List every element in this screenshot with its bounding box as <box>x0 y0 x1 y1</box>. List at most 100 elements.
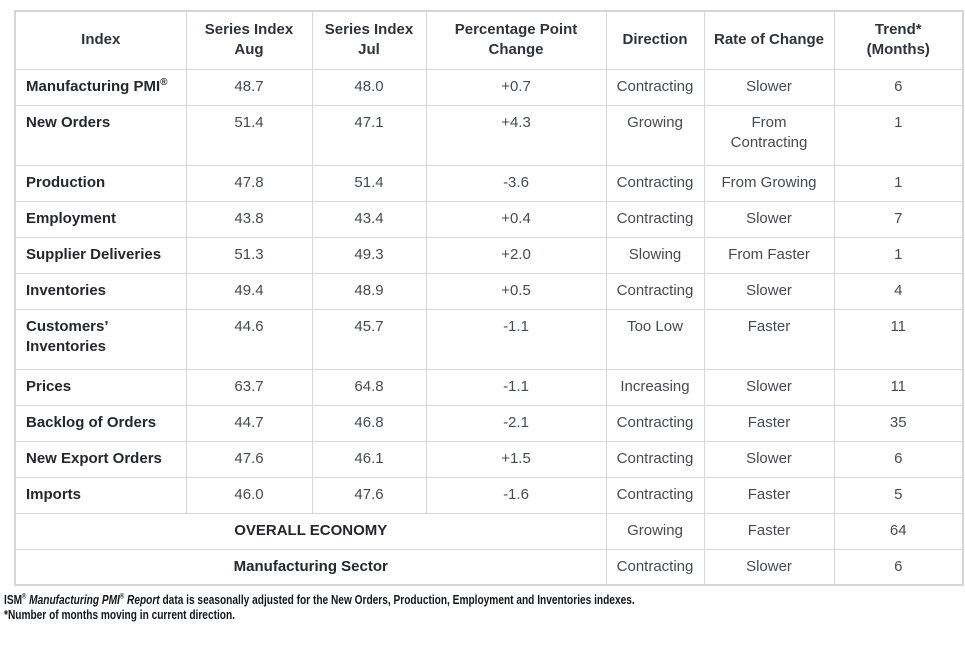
cell-rate: Slower <box>703 272 835 310</box>
table-row: Customers’ Inventories 44.6 45.7 -1.1 Too Lo… <box>14 308 964 370</box>
cell-index: Prices <box>14 368 187 406</box>
footnote-report-word: Report <box>124 592 160 607</box>
cell-jul: 46.8 <box>311 404 427 442</box>
cell-aug: 48.7 <box>185 68 313 106</box>
table-row: Inventories 49.4 48.9 +0.5 Contracting Slower… <box>14 272 964 310</box>
registered-trademark-icon: ® <box>22 591 27 601</box>
cell-direction: Contracting <box>605 404 705 442</box>
cell-aug: 44.7 <box>185 404 313 442</box>
cell-direction: Growing <box>605 104 705 166</box>
cell-aug: 51.4 <box>185 104 313 166</box>
cell-index: Supplier Deliveries <box>14 236 187 274</box>
footnote-text: data is seasonally adjusted for the New … <box>159 592 635 607</box>
cell-trend: 7 <box>833 200 964 238</box>
table-row: Manufacturing PMI® 48.7 48.0 +0.7 Contractin… <box>14 68 964 106</box>
cell-change: -1.1 <box>425 308 607 370</box>
cell-jul: 45.7 <box>311 308 427 370</box>
cell-change: +1.5 <box>425 440 607 478</box>
cell-trend: 5 <box>833 476 964 514</box>
cell-direction: Contracting <box>605 548 705 586</box>
cell-aug: 47.6 <box>185 440 313 478</box>
cell-change: +0.7 <box>425 68 607 106</box>
cell-rate: Faster <box>703 512 835 550</box>
cell-index: Manufacturing PMI® <box>14 68 187 106</box>
cell-rate: From Growing <box>703 164 835 202</box>
cell-rate: Slower <box>703 440 835 478</box>
cell-change: +0.4 <box>425 200 607 238</box>
summary-label: OVERALL ECONOMY <box>14 512 607 550</box>
summary-label: Manufacturing Sector <box>14 548 607 586</box>
cell-index: Backlog of Orders <box>14 404 187 442</box>
cell-direction: Increasing <box>605 368 705 406</box>
cell-rate: Faster <box>703 404 835 442</box>
cell-change: -3.6 <box>425 164 607 202</box>
summary-row: Manufacturing Sector Contracting Slower 6 <box>14 548 964 586</box>
footnote-ism: ISM <box>4 592 23 607</box>
cell-index: Customers’ Inventories <box>14 308 187 370</box>
cell-change: -2.1 <box>425 404 607 442</box>
cell-change: +2.0 <box>425 236 607 274</box>
footnote-report-title: Manufacturing PMI <box>26 592 120 607</box>
cell-trend: 1 <box>833 164 964 202</box>
footnote-line-1: ISM® Manufacturing PMI® Report data is s… <box>4 591 963 608</box>
pmi-summary-table: Index Series Index Aug Series Index Jul Per… <box>14 10 964 586</box>
column-header-5: Rate of Change <box>703 10 835 70</box>
cell-rate: From Contracting <box>703 104 835 166</box>
cell-rate: Faster <box>703 308 835 370</box>
cell-change: +0.5 <box>425 272 607 310</box>
table-row: Prices 63.7 64.8 -1.1 Increasing Slower 11 <box>14 368 964 406</box>
table-row: Backlog of Orders 44.7 46.8 -2.1 Contracting… <box>14 404 964 442</box>
cell-rate: Faster <box>703 476 835 514</box>
cell-jul: 47.6 <box>311 476 427 514</box>
cell-rate: Slower <box>703 68 835 106</box>
table-row: Employment 43.8 43.4 +0.4 Contracting Slower 7 <box>14 200 964 238</box>
cell-index: Imports <box>14 476 187 514</box>
cell-rate: Slower <box>703 548 835 586</box>
footnote: ISM® Manufacturing PMI® Report data is s… <box>4 591 963 622</box>
cell-aug: 43.8 <box>185 200 313 238</box>
cell-trend: 11 <box>833 368 964 406</box>
table-row: Imports 46.0 47.6 -1.6 Contracting Faster 5 <box>14 476 964 514</box>
header-row: Index Series Index Aug Series Index Jul Per… <box>14 10 964 70</box>
cell-jul: 46.1 <box>311 440 427 478</box>
table-row: New Export Orders 47.6 46.1 +1.5 Contracting… <box>14 440 964 478</box>
cell-direction: Contracting <box>605 164 705 202</box>
cell-direction: Contracting <box>605 68 705 106</box>
cell-direction: Contracting <box>605 272 705 310</box>
summary-row: OVERALL ECONOMY Growing Faster 64 <box>14 512 964 550</box>
cell-jul: 48.0 <box>311 68 427 106</box>
cell-index: New Orders <box>14 104 187 166</box>
cell-aug: 46.0 <box>185 476 313 514</box>
cell-direction: Contracting <box>605 440 705 478</box>
cell-aug: 47.8 <box>185 164 313 202</box>
cell-rate: Slower <box>703 200 835 238</box>
registered-trademark-icon: ® <box>160 76 168 88</box>
cell-index: New Export Orders <box>14 440 187 478</box>
cell-trend: 4 <box>833 272 964 310</box>
cell-rate: Slower <box>703 368 835 406</box>
cell-jul: 47.1 <box>311 104 427 166</box>
cell-trend: 11 <box>833 308 964 370</box>
cell-index: Employment <box>14 200 187 238</box>
cell-direction: Growing <box>605 512 705 550</box>
cell-index: Inventories <box>14 272 187 310</box>
table-row: New Orders 51.4 47.1 +4.3 Growing From Contra… <box>14 104 964 166</box>
column-header-0: Index <box>14 10 187 70</box>
cell-trend: 6 <box>833 68 964 106</box>
cell-direction: Contracting <box>605 476 705 514</box>
cell-trend: 6 <box>833 440 964 478</box>
cell-aug: 51.3 <box>185 236 313 274</box>
cell-trend: 6 <box>833 548 964 586</box>
column-header-2: Series Index Jul <box>311 10 427 70</box>
column-header-4: Direction <box>605 10 705 70</box>
cell-trend: 1 <box>833 104 964 166</box>
cell-trend: 35 <box>833 404 964 442</box>
cell-jul: 48.9 <box>311 272 427 310</box>
cell-direction: Too Low <box>605 308 705 370</box>
registered-trademark-icon: ® <box>119 591 125 601</box>
cell-jul: 51.4 <box>311 164 427 202</box>
cell-change: +4.3 <box>425 104 607 166</box>
footnote-line-2: *Number of months moving in current dire… <box>4 606 235 622</box>
cell-rate: From Faster <box>703 236 835 274</box>
cell-aug: 44.6 <box>185 308 313 370</box>
